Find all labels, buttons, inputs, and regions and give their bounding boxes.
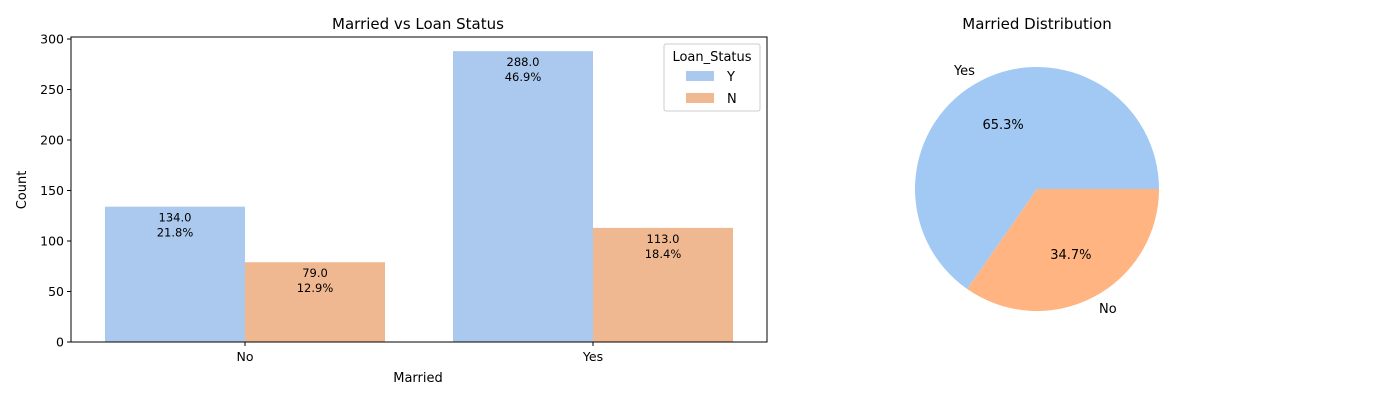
bar-y-yes [453, 51, 593, 343]
bar-chart-title: Married vs Loan Status [332, 15, 504, 33]
x-axis-label: Married [393, 371, 443, 386]
pie-slice-no [967, 189, 1159, 311]
legend-label-y: Y [726, 70, 735, 85]
pie-chart: Married Distribution Yes 65.3% No 34.7% [914, 15, 1159, 317]
y-tick-label: 50 [48, 284, 64, 299]
y-axis: 0 50 100 150 200 250 300 [40, 32, 71, 350]
legend-title: Loan_Status [672, 50, 751, 65]
bar-n-yes [593, 227, 733, 342]
legend-label-n: N [727, 92, 737, 107]
y-tick-label: 200 [40, 133, 64, 148]
bar-data-label: 79.0 [302, 266, 328, 280]
y-tick-label: 300 [40, 32, 64, 47]
legend-swatch-y [686, 71, 714, 81]
pie-chart-title: Married Distribution [962, 15, 1111, 33]
x-tick-label: No [237, 349, 254, 364]
bar-n-no [245, 262, 385, 342]
bar-data-label: 18.4% [645, 247, 682, 261]
pie-pct-label: 65.3% [982, 118, 1023, 133]
x-axis: No Yes [237, 342, 603, 364]
plot-frame [70, 36, 768, 343]
bar-data-label: 113.0 [647, 232, 680, 246]
bar-data-label: 134.0 [159, 211, 192, 225]
y-tick-label: 100 [40, 234, 64, 249]
y-tick-label: 250 [40, 82, 64, 97]
bar-chart: Married vs Loan Status 134.021.8% 288.046… [15, 15, 768, 386]
pie-label: Yes [953, 64, 975, 79]
legend-swatch-n [686, 93, 714, 103]
bar-data-label: 46.9% [505, 70, 542, 84]
bar-plot-area: 134.021.8% 288.046.9% 79.012.9% 113.018.4% [70, 36, 768, 343]
bar-data-label: 12.9% [297, 281, 334, 295]
legend: Loan_Status Y N [663, 43, 761, 112]
x-tick-label: Yes [582, 349, 603, 364]
pie-pct-label: 34.7% [1050, 248, 1091, 263]
pie-label: No [1099, 302, 1117, 317]
pie-slice-yes [914, 66, 1159, 290]
bar-y-no [105, 206, 245, 342]
y-tick-label: 0 [56, 335, 64, 350]
pie-slices [914, 66, 1159, 311]
bar-data-label: 288.0 [507, 55, 540, 69]
y-axis-label: Count [15, 171, 30, 210]
bar-data-label: 21.8% [157, 226, 194, 240]
pie-labels: Yes 65.3% No 34.7% [953, 64, 1117, 317]
y-tick-label: 150 [40, 183, 64, 198]
